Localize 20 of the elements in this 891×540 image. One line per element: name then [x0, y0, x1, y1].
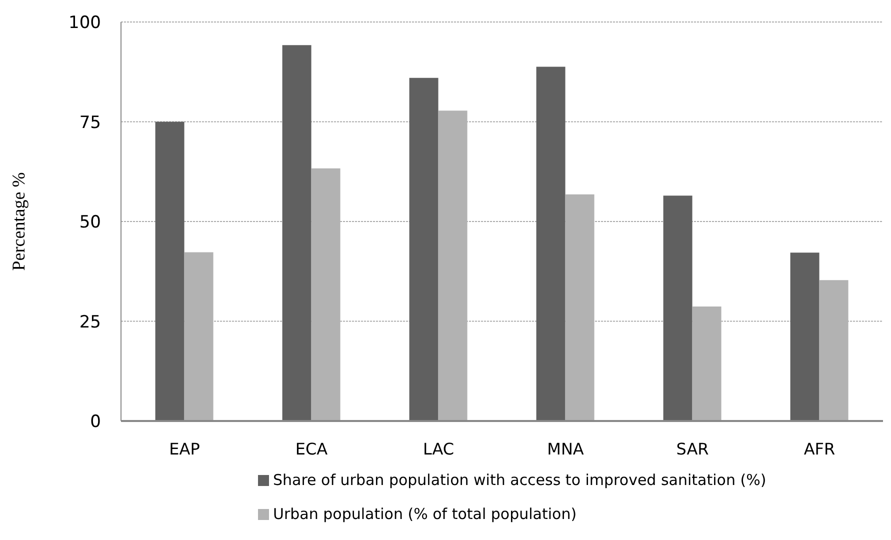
- x-tick-label: SAR: [676, 439, 709, 458]
- y-tick-label: 75: [79, 112, 101, 133]
- x-tick-label: LAC: [422, 439, 454, 458]
- bar: [536, 66, 566, 421]
- x-tick-label: EAP: [169, 439, 200, 458]
- legend-label: Share of urban population with access to improved sanitation (%): [273, 471, 766, 489]
- bar: [409, 78, 438, 421]
- bar: [790, 252, 820, 421]
- legend-label: Urban population (% of total population): [273, 505, 577, 523]
- bar: [155, 122, 184, 421]
- y-tick-label: 0: [90, 412, 101, 432]
- bar: [282, 45, 312, 421]
- y-tick-label: 25: [79, 312, 101, 332]
- x-tick-label: AFR: [804, 439, 836, 458]
- x-tick-label: MNA: [547, 439, 584, 458]
- x-tick-label: ECA: [295, 439, 328, 458]
- y-tick-label: 50: [79, 212, 101, 233]
- bar: [663, 196, 692, 421]
- y-axis-title: Percentage %: [8, 172, 28, 271]
- y-tick-label: 100: [68, 13, 101, 34]
